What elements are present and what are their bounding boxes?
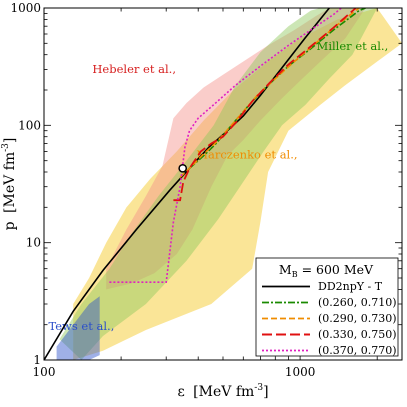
x-tick-label: 100 bbox=[33, 365, 56, 379]
x-axis-close: ] bbox=[263, 384, 268, 400]
y-axis-label: p [MeV fm-3] bbox=[1, 138, 18, 231]
band-label-hebeler-et-al: Hebeler et al., bbox=[92, 62, 176, 76]
legend-label-0-260-0-710: (0.260, 0.710) bbox=[318, 296, 397, 309]
y-tick-label: 1 bbox=[33, 353, 41, 367]
onset-marker bbox=[178, 163, 188, 173]
x-axis-exponent: -3 bbox=[254, 383, 263, 393]
y-axis-exponent: -3 bbox=[1, 143, 11, 152]
series-layer bbox=[44, 8, 366, 360]
legend-title-rest: = 600 MeV bbox=[298, 262, 374, 277]
legend-label-0-370-0-770: (0.370, 0.770) bbox=[318, 344, 397, 357]
legend-title: MB = 600 MeV bbox=[279, 262, 374, 279]
legend-label-dd2npy-t: DD2npY - T bbox=[318, 280, 383, 293]
band-label-tews-et-al: Tews et al., bbox=[48, 319, 114, 333]
legend-label-0-290-0-730: (0.290, 0.730) bbox=[318, 312, 397, 325]
legend-label-0-330-0-750: (0.330, 0.750) bbox=[318, 328, 397, 341]
x-axis-unit: [MeV fm bbox=[193, 384, 254, 400]
legend: MB = 600 MeV DD2npY - T (0.260, 0.710) (0.… bbox=[255, 257, 399, 357]
band-label-marczenko-et-al: Marczenko et al., bbox=[196, 148, 297, 162]
ticks-layer: 100 1000 1 10 100 1000 bbox=[10, 1, 402, 379]
y-axis-unit: [MeV fm bbox=[2, 152, 18, 213]
band-labels-layer: Marczenko et al., Hebeler et al., Miller e… bbox=[48, 39, 388, 333]
y-tick-label: 10 bbox=[26, 236, 41, 250]
y-axis-symbol: p bbox=[2, 221, 18, 230]
x-axis-label: ε [MeV fm-3] bbox=[177, 383, 268, 400]
band-miller-et-al bbox=[59, 8, 378, 360]
legend-title-sub: B bbox=[292, 270, 298, 279]
band-marczenko-et-al bbox=[73, 8, 402, 360]
y-tick-label: 1000 bbox=[10, 1, 41, 15]
x-axis-symbol: ε bbox=[177, 384, 184, 400]
band-label-miller-et-al: Miller et al., bbox=[317, 39, 389, 53]
marker-layer bbox=[178, 163, 188, 173]
series-0-370-0-770 bbox=[109, 8, 342, 283]
band-tews-et-al bbox=[56, 296, 100, 360]
legend-title-m: M bbox=[279, 262, 292, 277]
legend-entries: DD2npY - T (0.260, 0.710) (0.290, 0.730) (0… bbox=[262, 280, 397, 357]
series-dd2npy-t bbox=[44, 8, 330, 360]
band-hebeler-et-al bbox=[106, 8, 366, 290]
x-tick-label: 1000 bbox=[285, 365, 316, 379]
y-axis-close: ] bbox=[2, 138, 18, 143]
bands-layer bbox=[56, 8, 402, 360]
y-tick-label: 100 bbox=[18, 118, 41, 132]
legend-box bbox=[255, 257, 399, 357]
